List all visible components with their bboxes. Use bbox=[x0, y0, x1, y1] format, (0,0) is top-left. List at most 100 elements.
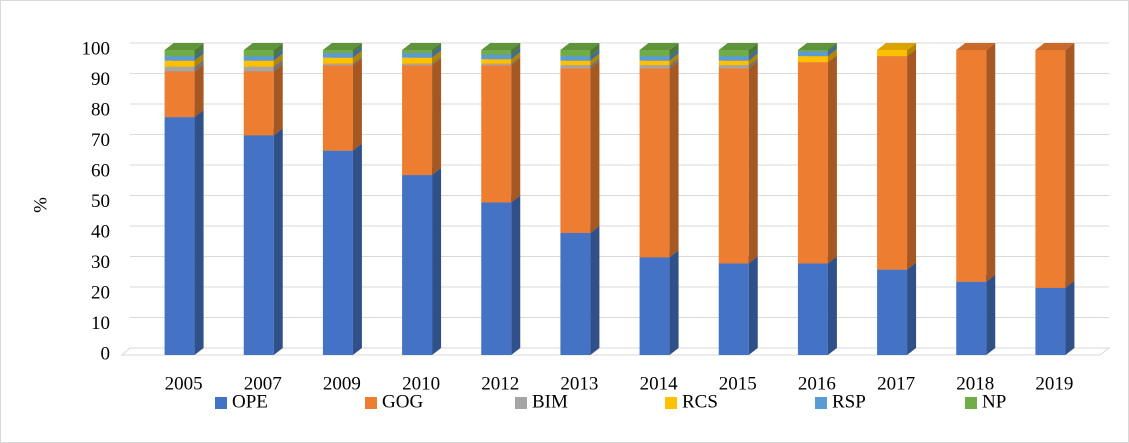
bar-segment bbox=[718, 68, 749, 264]
bar-side bbox=[432, 58, 442, 176]
y-axis-label: % bbox=[30, 197, 51, 213]
bar-side bbox=[748, 43, 758, 57]
bar-side bbox=[194, 110, 204, 355]
bar-side bbox=[511, 43, 521, 55]
bar-side bbox=[273, 64, 283, 136]
bar-side bbox=[273, 59, 283, 72]
legend-swatch bbox=[665, 397, 677, 409]
bar-segment bbox=[560, 68, 591, 233]
bar-side bbox=[827, 43, 837, 52]
bar-top bbox=[243, 43, 283, 50]
bar-side bbox=[273, 43, 283, 57]
bar-side bbox=[669, 61, 679, 258]
bar-segment bbox=[402, 63, 433, 66]
bar-segment bbox=[164, 56, 195, 61]
bar-segment bbox=[639, 56, 670, 61]
bar-segment bbox=[243, 135, 274, 355]
bar-side bbox=[748, 53, 758, 66]
bar-segment bbox=[164, 66, 195, 72]
legend-label: RSP bbox=[832, 391, 866, 412]
bar-segment bbox=[718, 50, 749, 57]
bar-side bbox=[669, 58, 679, 69]
bar-side bbox=[590, 43, 600, 57]
bar-side bbox=[432, 46, 442, 58]
legend-swatch bbox=[365, 397, 377, 409]
x-tick-label: 2005 bbox=[165, 373, 203, 394]
bar-segment bbox=[560, 233, 591, 355]
legend-label: OPE bbox=[232, 391, 268, 412]
bar-side bbox=[590, 58, 600, 69]
bar-side bbox=[907, 49, 917, 270]
bar-segment bbox=[797, 263, 828, 355]
bar-segment bbox=[322, 150, 353, 355]
bar-side bbox=[907, 262, 917, 355]
legend-label: RCS bbox=[682, 391, 718, 412]
y-tick-label: 20 bbox=[91, 282, 110, 303]
bar-side bbox=[352, 46, 362, 58]
bar-segment bbox=[956, 281, 987, 355]
bar-segment bbox=[797, 62, 828, 264]
bar-segment bbox=[402, 50, 433, 54]
bar-top bbox=[402, 43, 442, 50]
bar-side bbox=[748, 58, 758, 69]
bar-side bbox=[1065, 280, 1075, 355]
x-tick-label: 2012 bbox=[481, 373, 519, 394]
y-tick-label: 40 bbox=[91, 221, 110, 242]
bar-segment bbox=[718, 56, 749, 61]
bar-segment bbox=[560, 65, 591, 69]
bar-segment bbox=[243, 50, 274, 57]
bar-side bbox=[352, 143, 362, 355]
bar-segment bbox=[639, 68, 670, 258]
bar-segment bbox=[322, 65, 353, 151]
floor bbox=[120, 347, 1111, 356]
bar-top bbox=[481, 43, 521, 50]
bar-side bbox=[669, 53, 679, 66]
legend-swatch bbox=[815, 397, 827, 409]
x-tick-label: 2010 bbox=[402, 373, 440, 394]
bar-side bbox=[194, 49, 204, 61]
bar-side bbox=[590, 49, 600, 61]
bar-side bbox=[352, 58, 362, 151]
x-tick-label: 2018 bbox=[956, 373, 994, 394]
bar-segment bbox=[164, 117, 195, 355]
bar-top bbox=[956, 43, 996, 50]
bar-segment bbox=[164, 60, 195, 67]
y-tick-label: 50 bbox=[91, 191, 110, 212]
x-tick-label: 2015 bbox=[719, 373, 757, 394]
bar-segment bbox=[322, 63, 353, 66]
bar-side bbox=[748, 49, 758, 61]
bar-segment bbox=[243, 60, 274, 67]
bar-segment bbox=[718, 65, 749, 69]
bar-side bbox=[194, 43, 204, 57]
bar-side bbox=[590, 226, 600, 355]
bar-side bbox=[748, 256, 758, 355]
bar-side bbox=[511, 47, 521, 60]
bar-top bbox=[322, 43, 362, 50]
legend-swatch bbox=[215, 397, 227, 409]
bar-side bbox=[827, 256, 837, 355]
bar-side bbox=[907, 43, 917, 57]
bar-side bbox=[432, 50, 442, 64]
bar-segment bbox=[639, 50, 670, 57]
y-tick-label: 90 bbox=[91, 69, 110, 90]
bar-segment bbox=[243, 71, 274, 136]
bar-segment bbox=[797, 56, 828, 63]
bar-side bbox=[352, 43, 362, 54]
bar-side bbox=[669, 43, 679, 57]
bar-side bbox=[273, 128, 283, 355]
bar-side bbox=[194, 59, 204, 72]
bar-side bbox=[511, 195, 521, 355]
bar-segment bbox=[164, 71, 195, 118]
bar-segment bbox=[481, 50, 512, 55]
bar-segment bbox=[322, 57, 353, 64]
bar-segment bbox=[639, 60, 670, 66]
bar-segment bbox=[1035, 287, 1066, 355]
x-tick-label: 2013 bbox=[560, 373, 598, 394]
bar-segment bbox=[402, 57, 433, 64]
bar-segment bbox=[797, 51, 828, 57]
bar-segment bbox=[560, 56, 591, 61]
bar-side bbox=[194, 64, 204, 118]
x-tick-label: 2007 bbox=[244, 373, 282, 394]
y-tick-label: 30 bbox=[91, 252, 110, 273]
